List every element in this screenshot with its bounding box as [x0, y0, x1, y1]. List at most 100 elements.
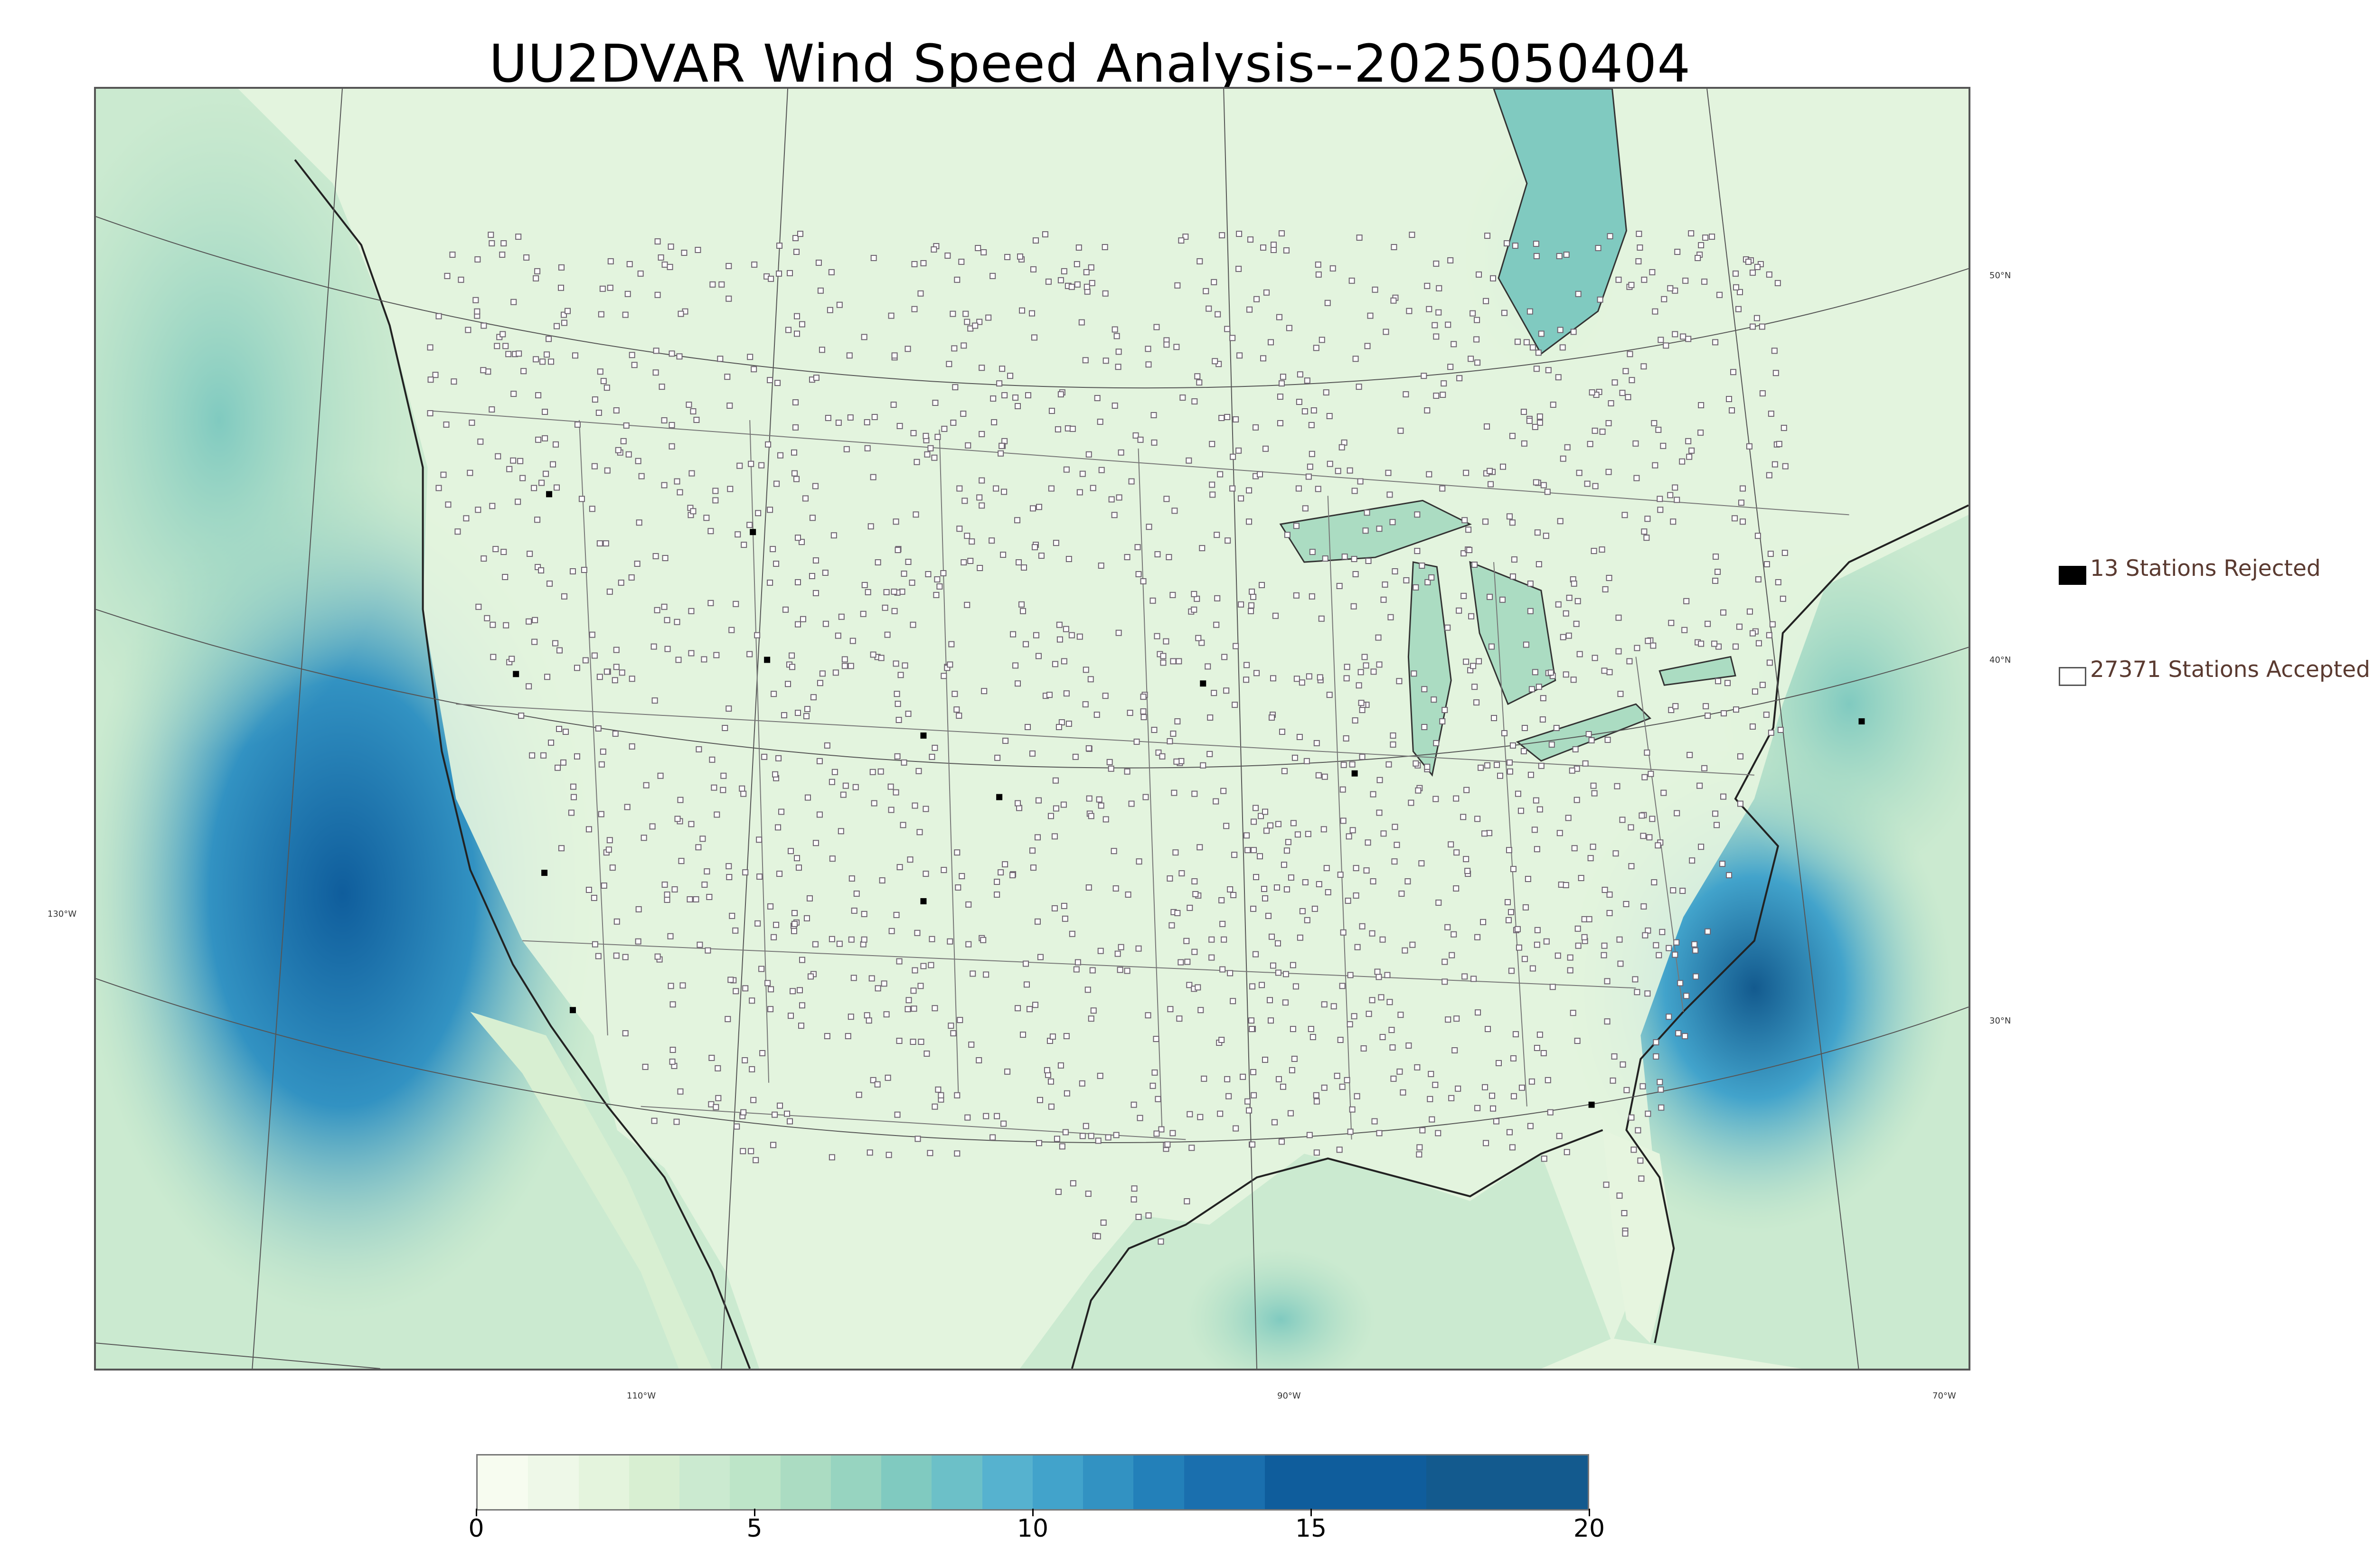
accepted-station-marker	[1321, 773, 1328, 780]
accepted-station-marker	[550, 461, 556, 468]
accepted-station-marker	[954, 849, 961, 856]
accepted-station-marker	[1117, 967, 1123, 973]
accepted-station-marker	[1343, 735, 1349, 742]
accepted-station-marker	[563, 729, 569, 735]
accepted-station-marker	[1299, 679, 1305, 686]
accepted-station-marker	[1447, 364, 1454, 370]
accepted-station-marker	[1604, 736, 1611, 743]
accepted-station-marker	[1387, 614, 1394, 620]
accepted-station-marker	[1390, 732, 1396, 739]
accepted-station-marker	[613, 407, 620, 413]
accepted-station-marker	[560, 759, 566, 766]
accepted-station-marker	[606, 588, 613, 595]
accepted-station-marker	[1643, 535, 1650, 541]
accepted-station-marker	[1249, 983, 1256, 990]
accepted-station-marker	[1186, 982, 1193, 988]
accepted-station-marker	[1386, 999, 1393, 1005]
accepted-station-marker	[1644, 516, 1651, 522]
accepted-station-marker	[777, 1102, 783, 1109]
accepted-station-marker	[1627, 351, 1633, 357]
accepted-station-marker	[677, 797, 684, 803]
accepted-station-marker	[1098, 467, 1105, 473]
accepted-station-marker	[427, 344, 433, 351]
accepted-station-marker	[1330, 1003, 1337, 1010]
accepted-station-marker	[1158, 1238, 1164, 1245]
accepted-station-marker	[1721, 710, 1727, 717]
accepted-station-marker	[668, 983, 674, 989]
accepted-station-marker	[893, 789, 899, 796]
accepted-station-marker	[1616, 936, 1623, 943]
accepted-station-marker	[767, 507, 773, 513]
accepted-station-marker	[480, 555, 487, 562]
accepted-station-marker	[1683, 993, 1690, 999]
accepted-station-marker	[432, 372, 439, 378]
accepted-station-marker	[674, 816, 681, 822]
accepted-station-marker	[1777, 727, 1784, 733]
accepted-station-marker	[1324, 300, 1331, 306]
accepted-station-marker	[1315, 271, 1322, 278]
accepted-station-marker	[1724, 680, 1731, 686]
accepted-station-marker	[1094, 395, 1101, 402]
accepted-station-marker	[1421, 686, 1428, 693]
accepted-station-marker	[1281, 768, 1288, 774]
accepted-station-marker	[1051, 905, 1058, 911]
accepted-station-marker	[1055, 724, 1062, 730]
accepted-station-marker	[1468, 613, 1475, 620]
accepted-station-marker	[1356, 682, 1362, 689]
accepted-station-marker	[668, 244, 674, 250]
accepted-station-marker	[1238, 601, 1244, 608]
accepted-station-marker	[1390, 1075, 1397, 1082]
accepted-station-marker	[1445, 321, 1451, 328]
accepted-station-marker	[1385, 469, 1392, 476]
accepted-station-marker	[1290, 962, 1296, 968]
accepted-station-marker	[1195, 984, 1201, 991]
accepted-station-marker	[914, 930, 921, 936]
accepted-station-marker	[609, 864, 616, 871]
accepted-station-marker	[791, 470, 798, 477]
accepted-station-marker	[1433, 740, 1440, 746]
accepted-station-marker	[1029, 310, 1035, 317]
accepted-station-marker	[959, 873, 965, 880]
accepted-station-marker	[1591, 548, 1597, 554]
accepted-station-marker	[544, 351, 550, 358]
accepted-station-marker	[1178, 237, 1185, 244]
lon-label-70: 70°W	[1932, 1391, 1956, 1401]
lat-label-50: 50°N	[1989, 271, 2011, 281]
accepted-station-marker	[1510, 1093, 1517, 1099]
accepted-station-marker	[999, 366, 1006, 372]
accepted-station-marker	[1474, 359, 1481, 366]
accepted-station-marker	[561, 319, 567, 326]
accepted-station-marker	[1622, 1230, 1629, 1237]
accepted-station-marker	[618, 579, 624, 586]
accepted-station-marker	[1726, 396, 1733, 403]
accepted-station-marker	[1419, 563, 1425, 569]
accepted-station-marker	[1046, 692, 1053, 698]
accepted-station-marker	[558, 264, 565, 271]
accepted-station-marker	[704, 868, 710, 875]
accepted-station-marker	[570, 794, 577, 800]
accepted-station-marker	[1053, 805, 1059, 812]
accepted-station-marker	[1284, 532, 1291, 538]
accepted-station-marker	[979, 431, 985, 437]
accepted-station-marker	[798, 1023, 804, 1029]
accepted-station-marker	[1349, 827, 1356, 834]
wind-speed-map[interactable]	[94, 87, 1970, 1371]
accepted-station-marker	[965, 941, 972, 948]
accepted-station-marker	[961, 559, 967, 566]
accepted-station-marker	[1267, 339, 1274, 346]
accepted-station-marker	[1357, 478, 1364, 485]
hudson-bay	[1493, 89, 1627, 355]
accepted-station-marker	[1483, 298, 1489, 304]
accepted-station-marker	[679, 982, 686, 989]
accepted-station-marker	[1319, 337, 1325, 343]
legend-accepted: 27371 Stations Accepted	[2059, 657, 2370, 686]
accepted-station-marker	[529, 752, 536, 759]
accepted-station-marker	[1315, 261, 1321, 268]
accepted-station-marker	[1547, 669, 1554, 676]
accepted-station-marker	[1534, 1045, 1540, 1051]
accepted-station-marker	[510, 299, 517, 305]
accepted-station-marker	[1352, 356, 1359, 362]
lat-label-40: 40°N	[1989, 655, 2011, 665]
accepted-station-marker	[861, 334, 867, 340]
accepted-station-marker	[1253, 951, 1259, 958]
